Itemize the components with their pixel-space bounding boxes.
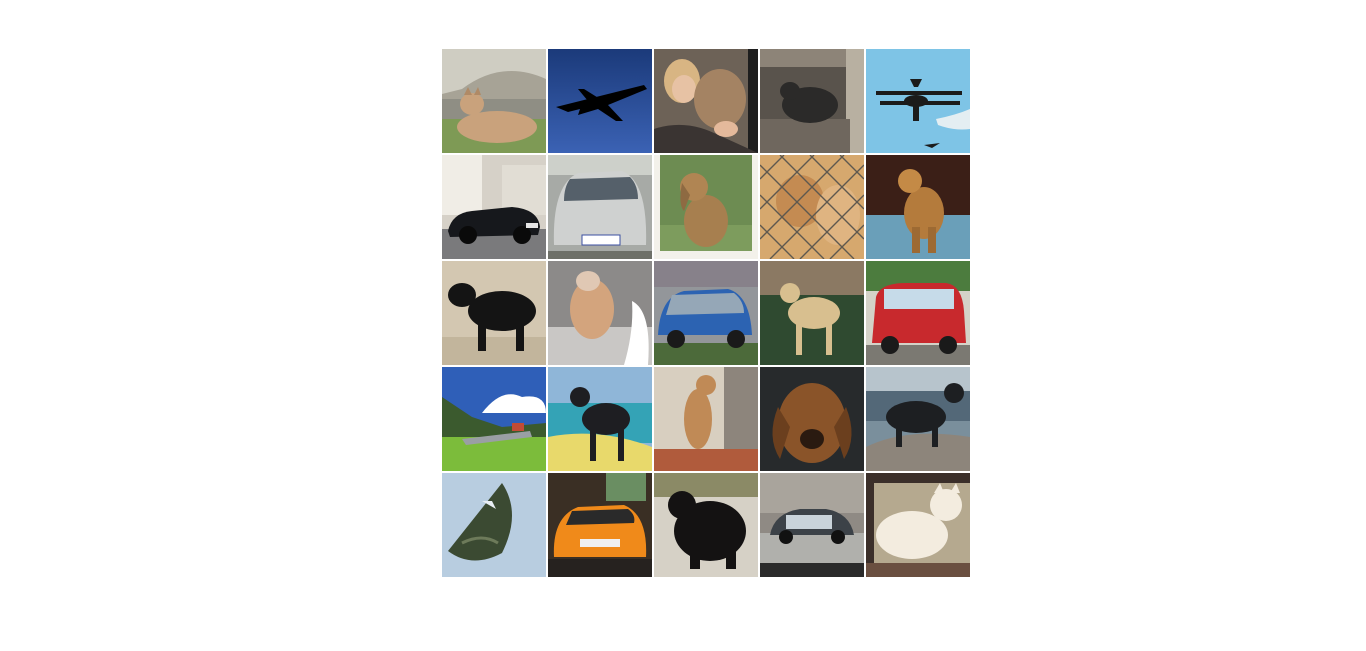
- image-grid: [442, 49, 972, 579]
- tile-silver-hatchback-car: [548, 155, 652, 259]
- tile-red-van: [866, 261, 970, 365]
- tile-sitting-dog: [654, 155, 758, 259]
- tile-cat-climbing: [654, 367, 758, 471]
- tile-fluffy-cat: [548, 261, 652, 365]
- tile-dark-animal-in-doorway: [760, 49, 864, 153]
- tile-biplane: [866, 49, 970, 153]
- tile-cougar: [442, 49, 546, 153]
- tile-bloodhound: [760, 367, 864, 471]
- tile-woman-with-lynx: [654, 49, 758, 153]
- tile-dog-on-beach: [548, 367, 652, 471]
- tile-orange-sports-car: [548, 473, 652, 577]
- tile-black-convertible-car: [442, 155, 546, 259]
- tile-blue-smart-car: [654, 261, 758, 365]
- tile-cat-behind-fence: [760, 155, 864, 259]
- tile-black-dog: [442, 261, 546, 365]
- tile-delta-wing-jet: [442, 473, 546, 577]
- tile-brown-dog: [866, 155, 970, 259]
- tile-white-cat: [866, 473, 970, 577]
- tile-plane-on-grass: [442, 367, 546, 471]
- tile-airplane: [548, 49, 652, 153]
- tile-dog-on-rock: [866, 367, 970, 471]
- tile-silver-smart-car: [760, 473, 864, 577]
- tile-black-fluffy-dog: [654, 473, 758, 577]
- tile-tan-dog: [760, 261, 864, 365]
